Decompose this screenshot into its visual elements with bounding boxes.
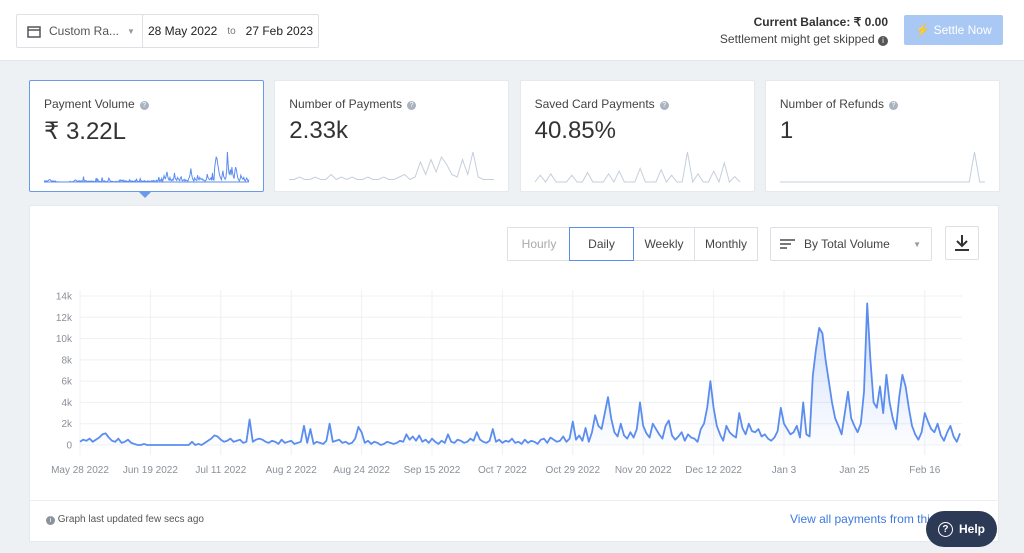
balance: Current Balance: ₹ 0.00 Settlement might… xyxy=(720,14,888,48)
updated-text: Graph last updated few secs ago xyxy=(57,514,204,525)
download-button[interactable] xyxy=(945,226,979,260)
x-tick-label: Sep 15 2022 xyxy=(404,465,461,476)
x-tick-label: Aug 24 2022 xyxy=(333,465,390,476)
card-label: Saved Card Payments xyxy=(535,97,669,111)
x-tick-label: Aug 2 2022 xyxy=(266,465,318,476)
card-value: 1 xyxy=(779,117,794,144)
range-select[interactable]: Custom Ra... ▼ xyxy=(16,14,144,48)
sparkline-line xyxy=(534,151,740,184)
sparkline xyxy=(289,151,495,181)
sparkline xyxy=(779,151,985,183)
x-tick-label: Jul 11 2022 xyxy=(195,465,246,476)
date-range[interactable]: 28 May 2022 to 27 Feb 2023 xyxy=(142,14,319,48)
x-tick-label: Jan 3 xyxy=(772,465,797,476)
x-tick-label: Oct 7 2022 xyxy=(478,465,527,476)
card-value: 2.33k xyxy=(289,117,349,144)
line xyxy=(79,302,961,446)
selected-pointer xyxy=(138,191,152,198)
balance-label: Current Balance: xyxy=(753,15,851,29)
view-all-link[interactable]: View all payments from this xyxy=(790,512,936,526)
area xyxy=(80,303,960,445)
balance-value: ₹ 0.00 xyxy=(853,15,888,29)
metric-card: Number of Refunds 1 xyxy=(764,80,1000,192)
settle-text: Settle Now xyxy=(933,23,992,37)
settlement-note: Settlement might get skipped i xyxy=(720,31,888,48)
x-tick-label: Dec 12 2022 xyxy=(685,465,742,476)
sort-select[interactable]: By Total Volume ▼ xyxy=(770,227,932,261)
calendar-icon xyxy=(27,26,41,38)
note-text: Settlement might get skipped xyxy=(719,32,875,46)
y-tick-label: 2k xyxy=(61,419,73,430)
help-text: Help xyxy=(958,522,985,536)
granularity-button[interactable]: Daily xyxy=(569,227,634,261)
y-tick-label: 14k xyxy=(56,292,73,303)
granularity-text: Hourly xyxy=(521,237,557,251)
chart-panel xyxy=(29,205,999,542)
card-label: Payment Volume xyxy=(44,97,149,111)
x-tick-label: May 28 2022 xyxy=(51,465,109,476)
y-tick-label: 0 xyxy=(66,441,72,452)
x-tick-label: Jun 19 2022 xyxy=(123,465,178,476)
sort-icon xyxy=(780,239,795,249)
granularity-button[interactable]: Weekly xyxy=(632,227,696,261)
granularity-text: Monthly xyxy=(704,237,748,251)
sort-text: By Total Volume xyxy=(804,237,890,251)
to-word: to xyxy=(227,25,236,37)
metric-card: Saved Card Payments 40.85% xyxy=(519,80,755,192)
sparkline-line xyxy=(289,151,495,181)
sparkline xyxy=(534,151,740,184)
card-label: Number of Payments xyxy=(289,97,416,111)
date-from: 28 May 2022 xyxy=(147,24,218,38)
granularity-button[interactable]: Hourly xyxy=(507,227,571,261)
x-tick-label: Oct 29 2022 xyxy=(546,465,601,476)
top-bar: Custom Ra... ▼ 28 May 2022 to 27 Feb 2023… xyxy=(0,0,1024,61)
metric-card: Number of Payments 2.33k xyxy=(274,80,510,192)
date-to: 27 Feb 2023 xyxy=(245,24,314,38)
settle-button[interactable]: ⚡ Settle Now xyxy=(904,15,1003,45)
y-tick-label: 6k xyxy=(61,377,73,388)
help-button[interactable]: ? Help xyxy=(926,511,997,547)
y-tick-label: 10k xyxy=(56,334,73,345)
y-tick-label: 12k xyxy=(56,313,73,324)
footer-divider xyxy=(29,500,997,501)
range-text: Custom Ra... xyxy=(49,24,120,38)
download-icon xyxy=(955,235,969,251)
y-tick-label: 8k xyxy=(61,355,73,366)
granularity-text: Weekly xyxy=(644,237,684,251)
x-tick-label: Nov 20 2022 xyxy=(615,465,672,476)
sparkline-line xyxy=(779,151,985,183)
x-tick-label: Feb 16 xyxy=(909,465,941,476)
granularity-button[interactable]: Monthly xyxy=(694,227,758,261)
updated-note: i Graph last updated few secs ago xyxy=(46,514,204,525)
y-tick-label: 4k xyxy=(61,398,73,409)
granularity-text: Daily xyxy=(588,237,615,251)
x-tick-label: Jan 25 xyxy=(839,465,869,476)
metric-card[interactable]: Payment Volume ₹ 3.22L xyxy=(29,80,264,192)
card-value: ₹ 3.22L xyxy=(44,118,126,145)
card-label: Number of Refunds xyxy=(780,97,898,111)
card-value: 40.85% xyxy=(534,117,616,144)
sparkline xyxy=(43,151,250,184)
